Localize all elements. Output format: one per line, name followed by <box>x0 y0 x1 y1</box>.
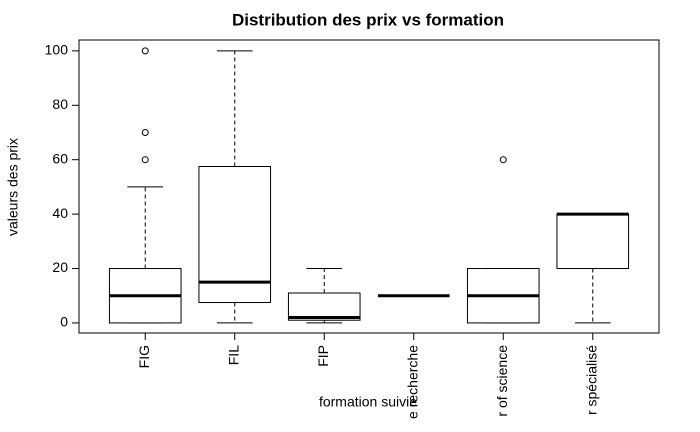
x-tick-label: r of science <box>494 345 510 417</box>
y-tick-label: 100 <box>45 42 69 58</box>
outlier <box>141 156 149 164</box>
y-axis-label: valeurs des prix <box>5 138 21 236</box>
outlier <box>499 156 507 164</box>
box <box>198 166 272 304</box>
chart-title: Distribution des prix vs formation <box>232 10 504 29</box>
outlier <box>141 128 149 136</box>
x-tick-label: FIL <box>225 345 241 365</box>
y-tick-label: 0 <box>60 314 68 330</box>
y-tick-label: 40 <box>52 205 68 221</box>
x-tick-label: FIG <box>136 345 152 368</box>
x-axis-label: formation suivie <box>319 394 417 410</box>
plot-frame <box>78 39 660 334</box>
outlier <box>141 47 149 55</box>
y-tick-label: 60 <box>52 150 68 166</box>
y-tick-label: 20 <box>52 259 68 275</box>
x-tick-label: FIP <box>315 345 331 367</box>
box <box>287 292 361 321</box>
y-tick-label: 80 <box>52 96 68 112</box>
box <box>556 213 630 270</box>
x-tick-label: r spécialisé <box>583 345 599 415</box>
x-tick-label: e recherche <box>404 345 420 419</box>
